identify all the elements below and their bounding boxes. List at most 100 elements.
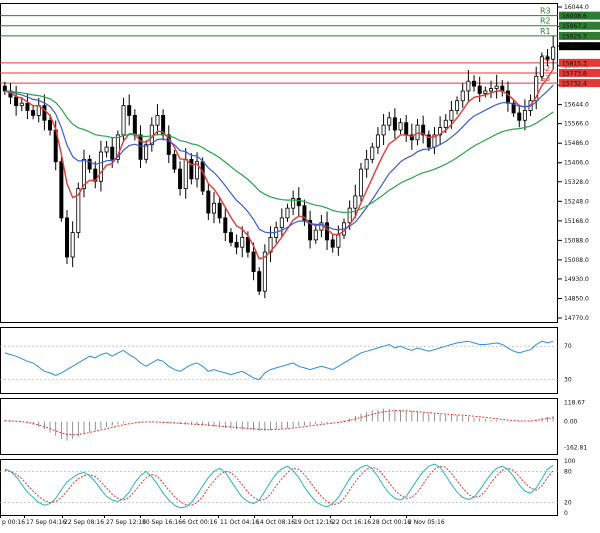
candle-body (443, 119, 448, 128)
ma-fast-line (4, 68, 554, 260)
level-value-label: 15815.3 (562, 60, 587, 67)
level-value-box (559, 11, 600, 20)
candle-body (155, 114, 160, 126)
candle-body (206, 190, 211, 214)
candle-body (370, 146, 375, 160)
candle-body (353, 195, 358, 209)
price-tick-label: 15168.0 (564, 218, 589, 225)
level-label-s3: S3 (540, 74, 550, 83)
price-tick-label: 16044.0 (564, 4, 589, 11)
candle-body (302, 205, 307, 221)
level-value-box (559, 58, 600, 67)
candle-body (31, 110, 36, 116)
candle-body (505, 90, 510, 104)
level-value-box (559, 31, 600, 40)
candle-body (285, 207, 290, 219)
x-tick-label: 30 Sep 16:16 (142, 519, 182, 526)
candle-body (279, 217, 284, 229)
osc1-tick-label: 30 (564, 377, 572, 384)
osc3-main-line (4, 463, 554, 509)
x-tick-label: 19 Oct 12:16 (294, 519, 333, 526)
price-tick-label: 14770.0 (564, 315, 589, 322)
candle-body (460, 90, 465, 102)
candle-body (336, 234, 341, 248)
candle-body (65, 217, 70, 258)
x-tick-label: 14 Oct 08:16 (256, 519, 295, 526)
ma-slow-line (4, 90, 554, 214)
level-value-box (559, 42, 600, 51)
candle-body (257, 271, 262, 292)
oscillator-3-panel: 100 80 20 0 (0, 458, 576, 517)
x-tick-label: 6 Oct 00:16 (182, 519, 217, 526)
candle-body (223, 217, 228, 233)
candle-body (477, 85, 482, 94)
level-label-r1: R1 (540, 27, 551, 36)
x-tick-label: 11 Oct 04:16 (220, 519, 259, 526)
candle-body (19, 102, 24, 107)
candle-body (313, 229, 318, 241)
candle-body (98, 151, 103, 182)
candle-body (472, 80, 477, 87)
osc1-tick-label: 70 (564, 343, 572, 350)
candle-body (404, 122, 409, 136)
candle-body (2, 85, 7, 92)
candle-body (534, 75, 539, 102)
candle-body (358, 168, 363, 197)
x-tick-label: 28 Oct 00:16 (372, 519, 411, 526)
candle-body (138, 134, 143, 160)
candle-body (172, 154, 177, 170)
candle-body (330, 239, 335, 248)
level-value-box (559, 21, 600, 30)
candle-body (217, 202, 222, 219)
price-tick-label: 15328.0 (564, 179, 589, 186)
candle-body (115, 134, 120, 160)
candle-body (245, 237, 250, 253)
osc3-signal-line (4, 465, 554, 506)
level-value-label: 15732.4 (562, 81, 587, 88)
osc3-tick-label: 100 (564, 458, 576, 465)
x-tick-label: 2 Nov 05:16 (408, 519, 445, 526)
osc3-tick-label: 20 (564, 500, 572, 507)
level-value-box (559, 79, 600, 88)
osc2-tick-label: 0.00 (564, 419, 578, 426)
price-tick-label: 15486.0 (564, 140, 589, 147)
candle-body (262, 251, 267, 292)
x-tick-label: 22 Sep 08:16 (64, 519, 104, 526)
candle-body (234, 241, 239, 248)
candle-body (87, 158, 92, 170)
candle-body (76, 188, 81, 233)
candle-body (132, 114, 137, 136)
x-tick-label: 27 Sep 12:16 (106, 519, 146, 526)
candle-body (195, 161, 200, 180)
candle-body (121, 105, 126, 136)
price-tick-label: 15008.0 (564, 257, 589, 264)
candle-body (144, 144, 149, 160)
candle-body (48, 119, 53, 131)
candle-body (25, 102, 30, 111)
price-tick-label: 15644.0 (564, 102, 589, 109)
candle-body (127, 105, 132, 116)
price-panel: 16044.015964.015884.015804.015724.015644… (0, 3, 600, 323)
candle-body (291, 197, 296, 209)
x-tick-label: 22 Oct 16:16 (332, 519, 371, 526)
ma-mid-line (4, 84, 554, 234)
candle-body (42, 105, 47, 121)
price-tick-label: 15088.0 (564, 237, 589, 244)
candle-body (211, 202, 216, 214)
candle-body (545, 56, 550, 60)
candle-body (14, 96, 19, 107)
candle-body (251, 251, 256, 273)
osc2-frame (0, 398, 558, 455)
candle-body (483, 90, 488, 94)
candle-body (296, 197, 301, 207)
candle-body (551, 46, 556, 60)
candle-body (178, 168, 183, 190)
candle-body (104, 146, 109, 153)
candle-body (110, 146, 115, 160)
candle-body (183, 158, 188, 190)
osc1-frame (0, 327, 558, 394)
osc2-tick-label: 118.67 (564, 400, 585, 407)
